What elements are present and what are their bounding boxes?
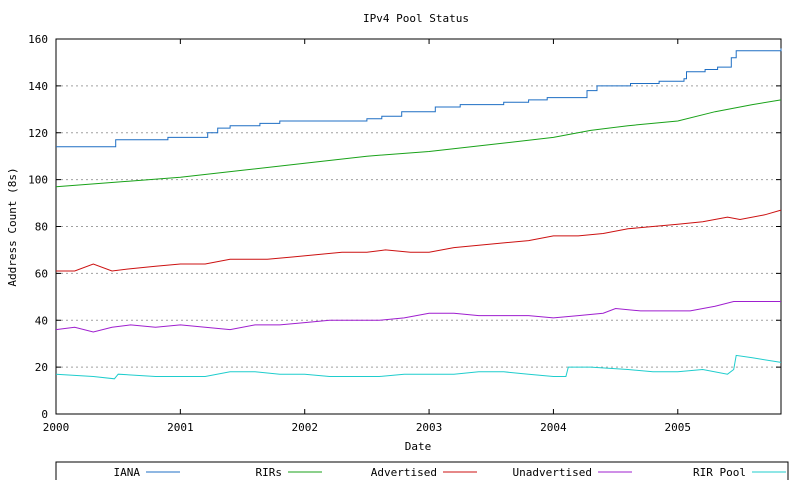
series-line-advertised [56, 209, 782, 272]
series-lines [55, 48, 782, 380]
y-tick-label: 120 [28, 127, 48, 140]
y-tick-label: 100 [28, 174, 48, 187]
x-axis-label: Date [405, 440, 432, 453]
series-line-iana [56, 48, 782, 148]
y-tick-label: 60 [35, 267, 48, 280]
y-axis-ticks: 0 20 40 60 80 100 120 140 160 [28, 33, 781, 421]
x-tick-label: 2000 [43, 421, 70, 434]
grid [56, 85, 781, 368]
y-tick-label: 20 [35, 361, 48, 374]
y-tick-label: 80 [35, 221, 48, 234]
x-tick-label: 2001 [167, 421, 194, 434]
legend-label-unadvertised: Unadvertised [513, 466, 592, 479]
x-axis-ticks: 2000 2001 2002 2003 2004 2005 [43, 39, 691, 434]
legend-label-rir-pool: RIR Pool [693, 466, 746, 479]
legend-label-rirs: RIRs [256, 466, 283, 479]
legend-label-iana: IANA [114, 466, 141, 479]
series-line-rirs [55, 99, 782, 188]
x-tick-label: 2002 [291, 421, 318, 434]
x-tick-label: 2005 [665, 421, 692, 434]
y-axis-label: Address Count (8s) [6, 167, 19, 286]
y-tick-label: 140 [28, 80, 48, 93]
series-line-rir-pool [55, 354, 782, 380]
legend-box [55, 461, 789, 480]
y-tick-label: 0 [41, 408, 48, 421]
legend-label-advertised: Advertised [371, 466, 437, 479]
series-line-unadvertised [55, 301, 781, 333]
y-tick-label: 40 [35, 314, 48, 327]
legend: IANA RIRs Advertised Unadvertised RIR Pool [114, 466, 786, 479]
x-tick-label: 2003 [416, 421, 443, 434]
chart-title: IPv4 Pool Status [363, 12, 469, 25]
y-tick-label: 160 [28, 33, 48, 46]
x-tick-label: 2004 [540, 421, 567, 434]
